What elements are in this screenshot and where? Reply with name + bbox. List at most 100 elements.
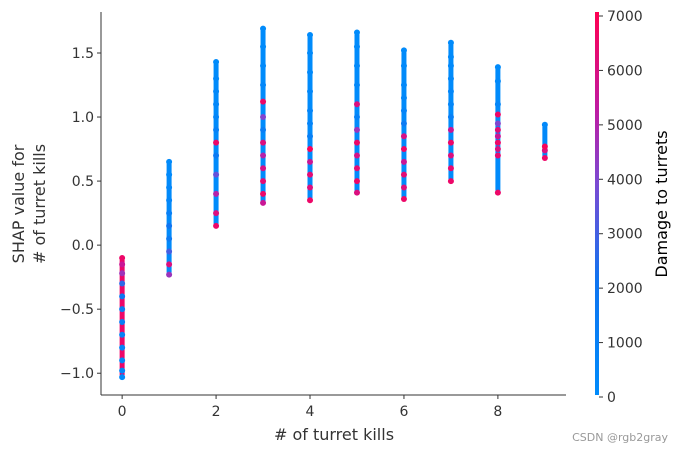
data-point bbox=[260, 25, 267, 32]
data-point bbox=[400, 107, 407, 114]
data-point bbox=[260, 43, 267, 50]
data-point bbox=[260, 165, 267, 172]
data-point bbox=[119, 254, 126, 261]
y-axis-label-line2: # of turret kills bbox=[30, 144, 49, 264]
data-point bbox=[307, 49, 314, 56]
colorbar bbox=[595, 12, 599, 395]
data-point bbox=[307, 197, 314, 204]
watermark: CSDN @rgb2gray bbox=[572, 431, 668, 444]
x-tick-label: 2 bbox=[212, 404, 221, 420]
data-point bbox=[260, 139, 267, 146]
colorbar-tick-label: 4000 bbox=[607, 172, 643, 188]
x-tick-label: 0 bbox=[118, 404, 127, 420]
data-point bbox=[447, 126, 454, 133]
data-point bbox=[260, 190, 267, 197]
data-point bbox=[400, 47, 407, 54]
data-point bbox=[213, 222, 220, 229]
data-point bbox=[119, 261, 126, 268]
data-point bbox=[166, 171, 173, 178]
data-point bbox=[119, 293, 126, 300]
data-point bbox=[400, 120, 407, 127]
data-point bbox=[166, 235, 173, 242]
y-tick-label: 1.5 bbox=[72, 46, 94, 62]
x-tick-label: 6 bbox=[399, 404, 408, 420]
data-point bbox=[119, 318, 126, 325]
data-point bbox=[307, 32, 314, 39]
data-point bbox=[447, 178, 454, 185]
data-point bbox=[260, 114, 267, 121]
data-point bbox=[400, 184, 407, 191]
data-point bbox=[541, 143, 548, 150]
data-point bbox=[119, 374, 126, 381]
colorbar-ticks: 0 1000 2000 3000 4000 5000 6000 7000 bbox=[599, 9, 643, 406]
point-column-5 bbox=[354, 32, 360, 193]
data-point bbox=[307, 107, 314, 114]
colorbar-tick-label: 7000 bbox=[607, 9, 643, 25]
data-point bbox=[494, 189, 501, 196]
data-point bbox=[260, 152, 267, 159]
data-point bbox=[400, 133, 407, 140]
y-ticks: −1.0 −0.5 0.0 0.5 1.0 1.5 bbox=[60, 46, 101, 382]
colorbar-tick-label: 3000 bbox=[607, 227, 643, 243]
data-point bbox=[400, 196, 407, 203]
data-point bbox=[494, 126, 501, 133]
data-point bbox=[260, 98, 267, 105]
data-point bbox=[447, 139, 454, 146]
data-point bbox=[353, 82, 360, 89]
data-point bbox=[494, 111, 501, 118]
x-ticks: 0 2 4 6 8 bbox=[118, 395, 502, 420]
data-point bbox=[447, 62, 454, 69]
data-point bbox=[213, 190, 220, 197]
data-point bbox=[260, 82, 267, 89]
data-point bbox=[213, 171, 220, 178]
data-point bbox=[494, 78, 501, 85]
data-point bbox=[447, 75, 454, 82]
data-point bbox=[166, 248, 173, 255]
x-tick-label: 4 bbox=[306, 404, 315, 420]
data-point bbox=[541, 121, 548, 128]
data-point bbox=[166, 197, 173, 204]
data-point bbox=[166, 261, 173, 268]
data-point bbox=[353, 29, 360, 36]
data-point bbox=[494, 146, 501, 153]
data-point bbox=[447, 114, 454, 121]
data-point bbox=[307, 133, 314, 140]
data-point bbox=[307, 120, 314, 127]
point-column-1 bbox=[166, 161, 172, 275]
data-point bbox=[119, 357, 126, 364]
data-point bbox=[307, 69, 314, 76]
data-point bbox=[213, 152, 220, 159]
data-point bbox=[353, 101, 360, 108]
data-point bbox=[119, 331, 126, 338]
point-column-4 bbox=[307, 35, 313, 201]
data-point bbox=[353, 178, 360, 185]
data-point bbox=[213, 114, 220, 121]
data-point bbox=[353, 43, 360, 50]
data-point bbox=[166, 158, 173, 165]
data-point bbox=[307, 184, 314, 191]
y-tick-label: −1.0 bbox=[60, 366, 94, 382]
data-point bbox=[447, 53, 454, 60]
data-point bbox=[400, 94, 407, 101]
data-point bbox=[447, 39, 454, 46]
data-point bbox=[494, 139, 501, 146]
colorbar-tick-label: 1000 bbox=[607, 336, 643, 352]
colorbar-tick-label: 6000 bbox=[607, 63, 643, 79]
y-axis-label-line1: SHAP value for bbox=[9, 144, 28, 263]
data-point bbox=[400, 62, 407, 69]
data-point bbox=[213, 58, 220, 65]
colorbar-label: Damage to turrets bbox=[652, 130, 671, 277]
data-point bbox=[307, 171, 314, 178]
data-point bbox=[353, 189, 360, 196]
data-point bbox=[494, 152, 501, 159]
data-point bbox=[260, 178, 267, 185]
data-point bbox=[353, 152, 360, 159]
x-tick-label: 8 bbox=[493, 404, 502, 420]
data-point bbox=[166, 210, 173, 217]
data-point bbox=[260, 126, 267, 133]
data-point bbox=[494, 120, 501, 127]
colorbar-tick-label: 5000 bbox=[607, 118, 643, 134]
data-point bbox=[400, 171, 407, 178]
data-point bbox=[213, 139, 220, 146]
